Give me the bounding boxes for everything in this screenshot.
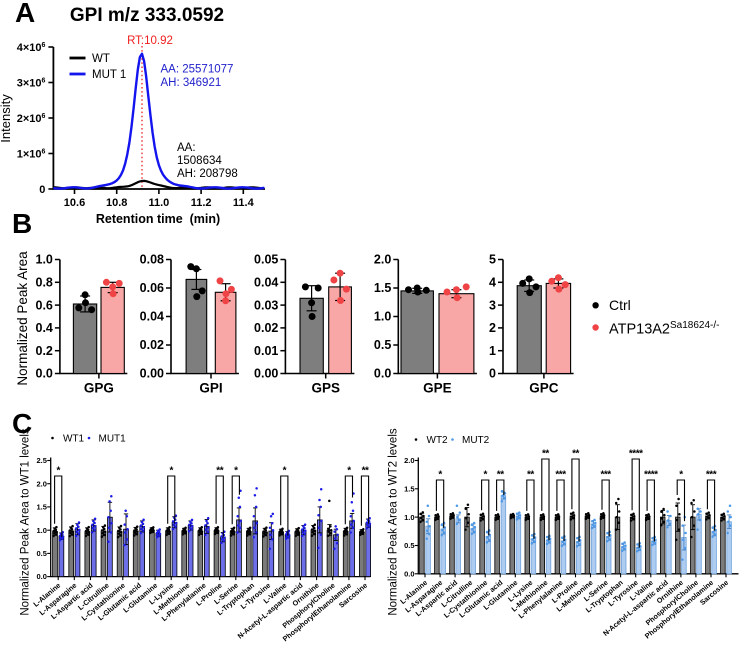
- svg-text:11.2: 11.2: [191, 197, 212, 209]
- svg-text:**: **: [497, 470, 504, 481]
- svg-text:0.02: 0.02: [254, 321, 278, 335]
- svg-text:0.06: 0.06: [140, 281, 164, 295]
- svg-text:WT: WT: [92, 53, 110, 65]
- svg-text:**: **: [572, 449, 579, 460]
- svg-text:MUT2: MUT2: [462, 435, 490, 446]
- svg-text:WT1: WT1: [63, 434, 85, 445]
- svg-text:C: C: [12, 408, 32, 439]
- svg-text:0.00: 0.00: [140, 367, 164, 381]
- svg-text:*: *: [679, 470, 683, 481]
- svg-text:Normalized Peak Area to WT1 le: Normalized Peak Area to WT1 levels: [20, 428, 32, 616]
- svg-text:WT2: WT2: [427, 435, 449, 446]
- svg-text:0.04: 0.04: [254, 276, 278, 290]
- svg-text:***: ***: [706, 470, 717, 481]
- svg-text:GPI: GPI: [199, 381, 222, 396]
- svg-text:RT:10.92: RT:10.92: [127, 35, 173, 47]
- svg-text:11.0: 11.0: [148, 197, 169, 209]
- svg-text:***: ***: [555, 470, 566, 481]
- svg-text:GPC: GPC: [529, 381, 559, 396]
- svg-text:GPS: GPS: [311, 381, 340, 396]
- svg-text:2.0: 2.0: [36, 479, 46, 488]
- svg-text:GPE: GPE: [423, 381, 452, 396]
- svg-text:*: *: [283, 466, 287, 477]
- svg-text:AH: 208798: AH: 208798: [177, 168, 238, 180]
- svg-text:***: ***: [601, 470, 612, 481]
- svg-text:Retention time (min): Retention time (min): [96, 212, 220, 226]
- svg-text:MUT 1: MUT 1: [92, 69, 126, 81]
- svg-text:1×106: 1×106: [17, 149, 46, 161]
- svg-text:1: 1: [489, 344, 496, 358]
- svg-text:0.03: 0.03: [254, 298, 278, 312]
- svg-text:2.0: 2.0: [404, 456, 414, 465]
- svg-text:0: 0: [39, 184, 45, 196]
- svg-text:0.8: 0.8: [36, 276, 53, 290]
- svg-text:B: B: [12, 208, 32, 239]
- svg-text:0.0: 0.0: [36, 367, 53, 381]
- svg-text:0.6: 0.6: [36, 298, 53, 312]
- svg-text:0.0: 0.0: [36, 572, 46, 581]
- svg-text:0.2: 0.2: [36, 344, 53, 358]
- svg-text:Normalized Peak Area to WT2 le: Normalized Peak Area to WT2 levels: [387, 428, 399, 616]
- svg-text:4: 4: [489, 276, 496, 290]
- svg-text:0.02: 0.02: [140, 338, 164, 352]
- svg-text:Intensity: Intensity: [0, 94, 13, 143]
- svg-text:1508634: 1508634: [177, 155, 222, 167]
- svg-text:MUT1: MUT1: [99, 434, 127, 445]
- svg-text:0.0: 0.0: [404, 569, 414, 578]
- svg-text:10.8: 10.8: [106, 197, 127, 209]
- svg-text:A: A: [15, 0, 35, 28]
- svg-text:AH: 346921: AH: 346921: [161, 77, 222, 89]
- svg-text:**: **: [362, 466, 369, 477]
- svg-text:2.0: 2.0: [374, 253, 391, 267]
- svg-text:5: 5: [489, 253, 496, 267]
- svg-text:Ctrl: Ctrl: [609, 297, 631, 313]
- svg-text:1.0: 1.0: [374, 310, 391, 324]
- svg-text:Normalized Peak Area: Normalized Peak Area: [15, 251, 30, 386]
- svg-text:*: *: [438, 470, 442, 481]
- svg-text:0.5: 0.5: [374, 338, 391, 352]
- svg-text:4×106: 4×106: [17, 42, 46, 54]
- svg-text:1.5: 1.5: [404, 484, 414, 493]
- svg-text:2.5: 2.5: [36, 456, 46, 465]
- svg-text:3: 3: [489, 298, 496, 312]
- svg-text:****: ****: [629, 449, 643, 460]
- svg-text:0.00: 0.00: [254, 367, 278, 381]
- svg-text:11.4: 11.4: [233, 197, 255, 209]
- svg-text:GPG: GPG: [84, 381, 114, 396]
- svg-text:0.5: 0.5: [36, 549, 46, 558]
- svg-text:0.0: 0.0: [374, 367, 391, 381]
- svg-text:10.6: 10.6: [64, 197, 85, 209]
- svg-text:**: **: [527, 470, 534, 481]
- svg-text:*: *: [347, 466, 351, 477]
- svg-text:1.0: 1.0: [404, 513, 414, 522]
- svg-text:2×106: 2×106: [17, 113, 46, 125]
- svg-text:*: *: [169, 466, 173, 477]
- svg-text:2: 2: [489, 321, 496, 335]
- svg-text:1.5: 1.5: [374, 281, 391, 295]
- svg-text:0.5: 0.5: [404, 541, 414, 550]
- svg-text:0: 0: [489, 367, 496, 381]
- svg-text:0.04: 0.04: [140, 310, 164, 324]
- svg-text:*: *: [56, 466, 60, 477]
- svg-text:3×106: 3×106: [17, 78, 46, 90]
- svg-text:**: **: [542, 449, 549, 460]
- svg-text:0.08: 0.08: [140, 253, 164, 267]
- svg-text:**: **: [216, 466, 223, 477]
- svg-text:0.01: 0.01: [254, 344, 278, 358]
- svg-text:1.5: 1.5: [36, 503, 46, 512]
- svg-text:*: *: [234, 466, 238, 477]
- svg-text:0.4: 0.4: [36, 321, 53, 335]
- svg-text:AA: 25571077: AA: 25571077: [161, 64, 234, 76]
- svg-text:AA:: AA:: [177, 142, 196, 154]
- svg-text:1.0: 1.0: [36, 253, 53, 267]
- svg-text:****: ****: [644, 470, 658, 481]
- svg-text:0.05: 0.05: [254, 253, 278, 267]
- svg-text:GPI m/z 333.0592: GPI m/z 333.0592: [70, 5, 224, 26]
- svg-text:1.0: 1.0: [36, 526, 46, 535]
- svg-text:*: *: [483, 470, 487, 481]
